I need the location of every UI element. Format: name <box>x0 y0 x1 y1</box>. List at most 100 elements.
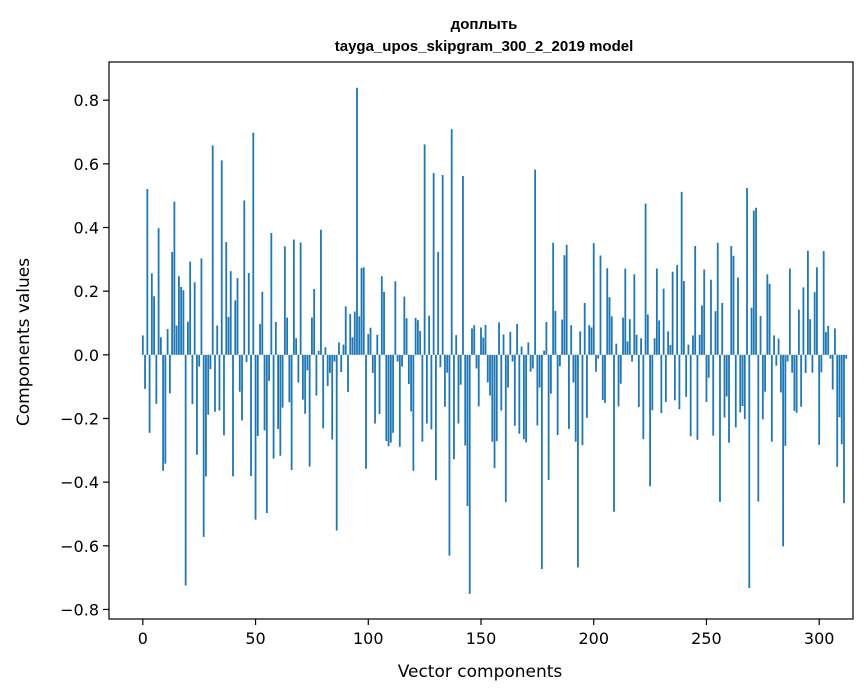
bar-68 <box>295 338 298 355</box>
bar-108 <box>385 354 388 442</box>
bar-119 <box>410 354 413 412</box>
bar-277 <box>766 274 769 355</box>
y-tick-label: 0.6 <box>74 155 99 174</box>
bar-224 <box>646 314 649 355</box>
bar-115 <box>401 354 403 367</box>
bar-303 <box>825 331 827 355</box>
bar-155 <box>491 354 494 442</box>
bar-34 <box>218 354 221 411</box>
bar-127 <box>428 315 431 355</box>
bar-102 <box>371 354 374 373</box>
bar-14 <box>173 201 176 355</box>
bar-15 <box>175 325 178 355</box>
bar-164 <box>511 354 514 362</box>
bar-99 <box>365 354 367 469</box>
bar-279 <box>770 354 773 442</box>
bar-178 <box>543 350 546 355</box>
x-tick-label: 300 <box>804 629 835 648</box>
bar-140 <box>457 354 460 424</box>
bar-294 <box>804 354 807 373</box>
bar-64 <box>286 317 289 355</box>
bar-284 <box>782 354 785 547</box>
bar-228 <box>655 268 658 355</box>
bar-208 <box>610 316 613 355</box>
bar-310 <box>840 354 843 445</box>
bar-270 <box>750 307 753 355</box>
bar-22 <box>191 354 194 405</box>
bar-193 <box>577 354 579 568</box>
bar-59 <box>274 322 277 355</box>
bar-146 <box>471 328 473 355</box>
bar-287 <box>788 268 791 355</box>
bar-275 <box>761 354 764 420</box>
bar-175 <box>536 354 539 426</box>
bar-147 <box>473 325 476 355</box>
bar-131 <box>437 252 440 355</box>
bar-29 <box>207 354 210 415</box>
bar-153 <box>486 354 489 383</box>
bar-0 <box>141 335 144 355</box>
bar-20 <box>187 321 189 355</box>
bar-185 <box>559 354 561 367</box>
bar-286 <box>786 354 789 362</box>
bar-93 <box>351 337 354 355</box>
bar-264 <box>737 277 739 355</box>
bar-177 <box>540 354 543 570</box>
bar-42 <box>236 278 239 355</box>
bar-148 <box>475 354 478 369</box>
bar-285 <box>784 354 787 446</box>
bar-16 <box>177 276 180 355</box>
bar-13 <box>171 252 174 355</box>
bar-268 <box>746 188 748 355</box>
bar-261 <box>730 245 733 355</box>
x-tick-label: 150 <box>466 629 497 648</box>
bar-205 <box>604 354 606 403</box>
bar-152 <box>484 324 487 355</box>
bar-219 <box>635 334 638 355</box>
bar-296 <box>809 319 812 355</box>
bar-139 <box>455 335 458 355</box>
bar-300 <box>818 354 821 445</box>
bar-218 <box>633 274 636 355</box>
bar-112 <box>394 281 397 355</box>
bar-126 <box>425 354 428 424</box>
bar-181 <box>549 354 552 394</box>
bar-187 <box>563 255 566 355</box>
bar-288 <box>791 354 794 373</box>
bar-107 <box>383 291 385 355</box>
bar-69 <box>297 354 300 383</box>
bar-57 <box>270 232 273 355</box>
bar-46 <box>245 354 248 363</box>
bar-49 <box>252 132 255 355</box>
bar-259 <box>725 354 728 397</box>
bar-101 <box>369 327 372 355</box>
x-tick-label: 250 <box>691 629 722 648</box>
bar-134 <box>444 354 446 407</box>
bar-174 <box>534 169 537 355</box>
bar-238 <box>678 354 681 410</box>
bar-96 <box>358 316 361 355</box>
bar-150 <box>480 327 482 355</box>
bar-109 <box>387 354 390 447</box>
bar-6 <box>155 354 158 404</box>
y-tick-label: 0.4 <box>74 219 99 238</box>
bar-252 <box>710 279 712 355</box>
bar-255 <box>716 242 719 355</box>
bar-138 <box>453 354 455 460</box>
bar-209 <box>613 354 615 512</box>
bar-33 <box>216 325 219 355</box>
bar-280 <box>773 335 775 355</box>
bar-274 <box>759 315 762 355</box>
bar-312 <box>845 354 848 359</box>
bar-52 <box>259 323 261 355</box>
bar-308 <box>836 354 839 467</box>
chart-title: доплыть <box>451 16 518 33</box>
bar-191 <box>572 354 575 383</box>
bar-184 <box>556 354 559 436</box>
x-axis-label: Vector components <box>398 662 563 682</box>
plot-area-frame <box>108 61 854 620</box>
bar-295 <box>807 250 809 355</box>
bar-172 <box>529 354 532 372</box>
bar-51 <box>256 354 259 436</box>
bar-50 <box>254 354 257 520</box>
